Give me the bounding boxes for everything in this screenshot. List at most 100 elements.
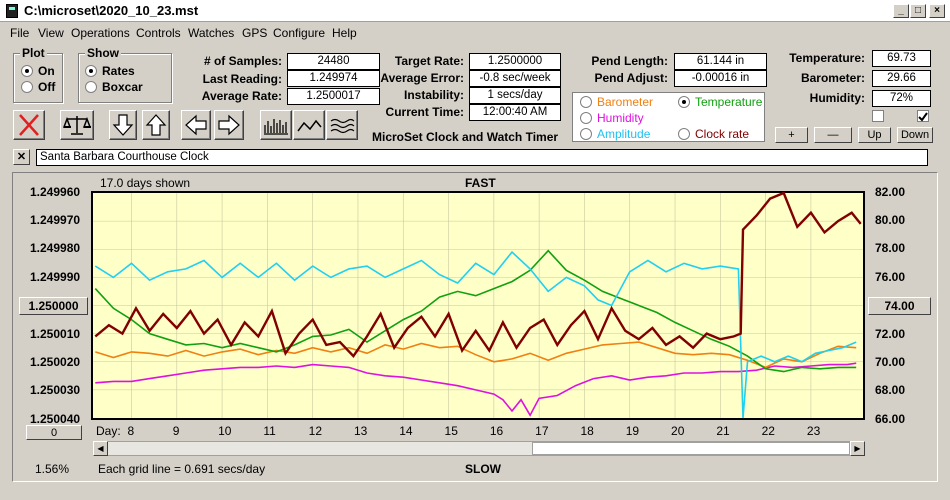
day-tick: 18: [580, 424, 594, 438]
show-rates-label: Rates: [102, 64, 135, 78]
zero-button[interactable]: 0: [26, 425, 82, 440]
pend-length-field[interactable]: 61.144 in: [674, 53, 767, 70]
arrow-down-button[interactable]: [109, 110, 137, 140]
last-reading-label: Last Reading:: [202, 72, 282, 86]
left-tick: 1.250020: [30, 355, 81, 369]
pend-adjust-label: Pend Adjust:: [594, 71, 668, 85]
plot-off-radio[interactable]: Off: [21, 80, 55, 94]
barometer-reading-label: Barometer:: [800, 71, 865, 85]
scroll-right-button[interactable]: ▶: [850, 441, 865, 456]
right-tick: 70.00: [875, 355, 906, 369]
day-tick: 14: [399, 424, 413, 438]
right-tick: 66.00: [875, 412, 906, 426]
grid-lines: [93, 193, 863, 418]
day-tick: 8: [127, 424, 135, 438]
close-watch-button[interactable]: ✕: [13, 149, 30, 165]
temperature-radio[interactable]: Temperature: [678, 95, 762, 109]
instability-label: Instability:: [403, 88, 464, 102]
plot-group: Plot: [13, 46, 63, 103]
minimize-button[interactable]: _: [893, 4, 909, 18]
target-rate-field[interactable]: 1.2500000: [469, 53, 561, 70]
day-label: Day:: [96, 424, 121, 438]
maximize-button[interactable]: □: [910, 4, 926, 18]
current-time-label: Current Time:: [385, 105, 464, 119]
menu-gps[interactable]: GPS: [242, 26, 268, 40]
menu-configure[interactable]: Configure: [273, 26, 326, 40]
last-reading-field: 1.249974: [287, 70, 380, 87]
stop-button[interactable]: [13, 110, 45, 140]
left-tick: 1.249970: [30, 213, 81, 227]
menu-view[interactable]: View: [38, 26, 64, 40]
series-clock-rate: [94, 191, 862, 358]
plot-panel: [12, 172, 938, 482]
bar-graph-button[interactable]: [260, 110, 292, 140]
fast-label: FAST: [465, 176, 496, 190]
humidity-reading-label: Humidity:: [809, 91, 865, 105]
right-tick: 78.00: [875, 241, 906, 255]
menu-help[interactable]: Help: [332, 26, 357, 40]
right-tick: 72.00: [875, 327, 906, 341]
arrow-right-button[interactable]: [214, 110, 244, 140]
percent-label: 1.56%: [35, 462, 70, 476]
humidity-radio[interactable]: Humidity: [580, 111, 644, 125]
balance-scale-icon: [62, 116, 92, 135]
menu-file[interactable]: File: [10, 26, 30, 40]
left-center-button[interactable]: 1.250000: [19, 297, 88, 315]
title-bar[interactable]: C:\microset\2020_10_23.mst _ □ ×: [0, 0, 950, 22]
days-shown-label: 17.0 days shown: [100, 176, 191, 190]
temperature-reading-field: 69.73: [872, 50, 931, 67]
left-tick: 1.250030: [30, 383, 81, 397]
menu-watches[interactable]: Watches: [188, 26, 235, 40]
arrow-up-button[interactable]: [142, 110, 170, 140]
barometer-reading-field: 29.66: [872, 70, 931, 87]
day-tick: 23: [806, 424, 821, 438]
close-window-button[interactable]: ×: [929, 4, 945, 18]
wave-graph-button[interactable]: [326, 110, 358, 140]
app-caption: MicroSet Clock and Watch Timer: [372, 130, 559, 144]
barometer-radio[interactable]: Barometer: [580, 95, 653, 109]
wave-graph-icon: [330, 118, 355, 134]
arrow-left-button[interactable]: [181, 110, 211, 140]
series-temperature: [94, 249, 857, 373]
samples-label: # of Samples:: [203, 54, 282, 68]
temperature-reading-label: Temperature:: [789, 51, 865, 65]
down-button[interactable]: Down: [897, 127, 933, 143]
day-tick: 15: [444, 424, 458, 438]
scroll-thumb[interactable]: [532, 442, 850, 455]
up-button[interactable]: Up: [858, 127, 891, 143]
line-graph-button[interactable]: [293, 110, 325, 140]
menu-operations[interactable]: Operations: [71, 26, 130, 40]
series-humidity: [95, 362, 857, 417]
window-title: C:\microset\2020_10_23.mst: [24, 3, 199, 18]
watch-name-field[interactable]: Santa Barbara Courthouse Clock: [36, 149, 928, 166]
show-boxcar-radio[interactable]: Boxcar: [85, 80, 143, 94]
day-tick: 11: [263, 424, 276, 438]
day-tick: 12: [308, 424, 323, 438]
arrow-up-icon: [145, 114, 167, 136]
series-amplitude: [94, 250, 857, 419]
checkbox-right[interactable]: [917, 110, 929, 122]
bar-graph-icon: [264, 119, 288, 135]
scroll-left-button[interactable]: ◀: [93, 441, 108, 456]
left-tick: 1.249990: [30, 270, 81, 284]
instability-field: 1 secs/day: [469, 87, 561, 104]
average-error-label: Average Error:: [380, 71, 464, 85]
right-tick: 76.00: [875, 270, 906, 284]
right-center-button[interactable]: 74.00: [868, 297, 931, 315]
balance-button[interactable]: [60, 110, 94, 140]
plus-button[interactable]: +: [775, 127, 808, 143]
average-rate-label: Average Rate:: [201, 89, 282, 103]
plot-on-radio[interactable]: On: [21, 64, 55, 78]
menu-controls[interactable]: Controls: [136, 26, 181, 40]
humidity-reading-field: 72%: [872, 90, 931, 107]
show-rates-radio[interactable]: Rates: [85, 64, 135, 78]
clock-rate-radio[interactable]: Clock rate: [678, 127, 749, 141]
day-tick: 19: [625, 424, 640, 438]
minus-button[interactable]: —: [814, 127, 852, 143]
checkbox-left[interactable]: [872, 110, 884, 122]
amplitude-radio[interactable]: Amplitude: [580, 127, 650, 141]
humidity-label: Humidity: [597, 111, 644, 125]
sensor-select-box: [572, 92, 765, 142]
